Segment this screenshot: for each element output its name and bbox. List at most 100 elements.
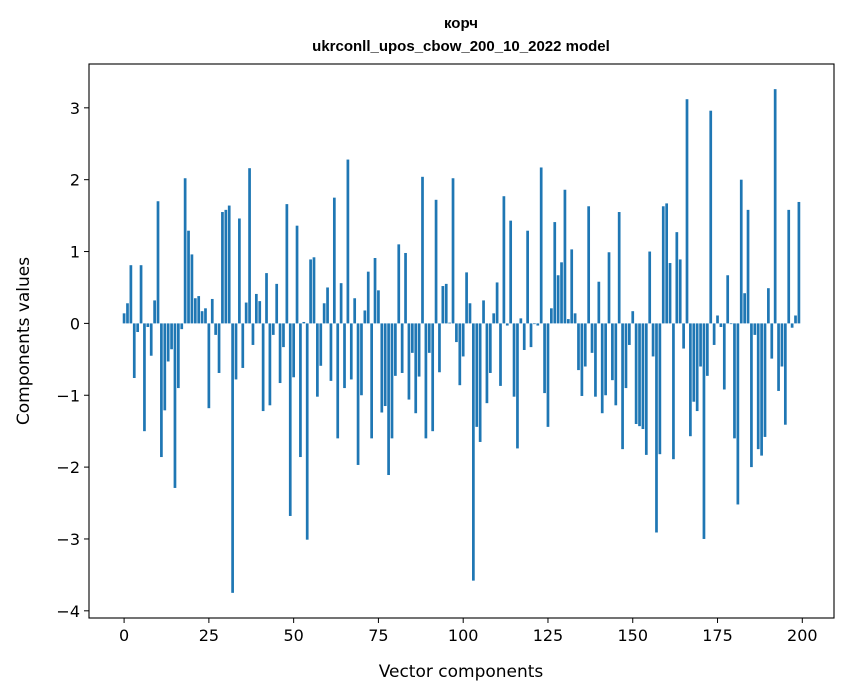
bar-153 — [641, 323, 645, 430]
bar-81 — [397, 244, 401, 324]
bar-135 — [580, 323, 584, 396]
x-tick-label: 0 — [119, 626, 129, 645]
bar-175 — [716, 315, 719, 324]
bar-18 — [183, 178, 187, 324]
bar-186 — [753, 323, 757, 335]
bar-85 — [410, 323, 414, 353]
chart-title-line2: ukrconll_upos_cbow_200_10_2022 model — [312, 38, 610, 55]
bar-145 — [614, 323, 618, 406]
bar-70 — [360, 323, 363, 396]
bar-39 — [254, 293, 258, 324]
bar-180 — [733, 323, 736, 439]
bar-117 — [519, 318, 523, 324]
bar-119 — [526, 230, 529, 324]
bar-106 — [482, 300, 485, 324]
bar-190 — [767, 288, 770, 324]
plot-frame — [88, 63, 835, 619]
bar-187 — [756, 323, 760, 450]
bar-24 — [204, 308, 207, 324]
bar-199 — [797, 201, 801, 324]
bar-100 — [461, 323, 465, 357]
bar-86 — [414, 323, 418, 414]
bar-42 — [265, 273, 268, 324]
bar-192 — [773, 89, 777, 324]
bar-136 — [583, 323, 587, 367]
bar-149 — [627, 323, 631, 345]
bar-174 — [712, 323, 716, 345]
bar-102 — [468, 303, 472, 324]
x-tick-label: 50 — [283, 626, 303, 645]
bar-173 — [709, 110, 713, 324]
bar-12 — [163, 323, 167, 411]
bar-156 — [651, 323, 655, 357]
bar-138 — [590, 323, 594, 353]
bar-3 — [132, 323, 136, 379]
x-tick-label: 150 — [617, 626, 648, 645]
bar-150 — [631, 311, 635, 324]
x-tick-label: 25 — [199, 626, 219, 645]
bar-196 — [787, 209, 791, 324]
bar-50 — [292, 323, 296, 378]
chart-title-line1: корч — [444, 15, 478, 32]
bar-56 — [312, 257, 316, 324]
bar-166 — [685, 99, 689, 324]
bar-193 — [777, 323, 780, 391]
bar-29 — [221, 212, 224, 324]
bar-4 — [136, 323, 140, 333]
bar-65 — [343, 323, 346, 389]
y-tick-label: −2 — [56, 458, 80, 477]
bar-63 — [336, 323, 340, 439]
bar-161 — [668, 263, 672, 324]
bar-151 — [634, 323, 638, 424]
bar-115 — [512, 323, 516, 397]
bar-164 — [678, 259, 682, 324]
bar-171 — [702, 323, 706, 539]
bar-154 — [644, 323, 648, 455]
bar-57 — [316, 323, 319, 397]
bar-54 — [305, 323, 309, 540]
bar-134 — [577, 323, 580, 371]
bar-71 — [363, 310, 367, 324]
bar-19 — [187, 230, 190, 324]
bar-46 — [278, 323, 282, 384]
bar-58 — [319, 323, 323, 366]
bar-41 — [261, 323, 265, 412]
y-axis-ticks: −4 −3 −2 −1 0 1 2 3 — [56, 99, 89, 621]
bar-64 — [339, 283, 343, 324]
bar-5 — [139, 265, 143, 324]
bar-179 — [729, 323, 733, 325]
bar-104 — [475, 323, 479, 427]
bar-66 — [346, 159, 350, 324]
y-tick-label: 0 — [70, 314, 80, 333]
bar-67 — [349, 323, 353, 380]
x-tick-label: 125 — [533, 626, 564, 645]
bar-146 — [617, 212, 621, 324]
bar-11 — [160, 323, 163, 458]
bar-79 — [390, 323, 394, 439]
bar-142 — [604, 323, 607, 396]
bar-90 — [427, 323, 431, 353]
bar-178 — [726, 275, 730, 324]
bar-49 — [288, 323, 292, 516]
bar-59 — [322, 303, 326, 324]
bar-140 — [597, 281, 601, 324]
bar-62 — [332, 197, 336, 324]
bar-16 — [176, 323, 180, 389]
bar-169 — [695, 323, 699, 412]
bar-92 — [434, 199, 438, 324]
bar-158 — [658, 323, 662, 455]
bar-120 — [529, 323, 533, 348]
y-tick-label: −4 — [56, 602, 80, 621]
bar-32 — [231, 323, 234, 593]
bar-157 — [655, 323, 658, 533]
bar-74 — [373, 258, 377, 324]
bar-176 — [719, 323, 723, 327]
bar-34 — [238, 218, 241, 324]
bar-172 — [705, 323, 709, 376]
bar-55 — [309, 259, 312, 324]
bar-183 — [743, 293, 747, 324]
bar-148 — [624, 323, 628, 389]
y-tick-label: 3 — [70, 99, 80, 118]
bar-30 — [224, 209, 228, 324]
